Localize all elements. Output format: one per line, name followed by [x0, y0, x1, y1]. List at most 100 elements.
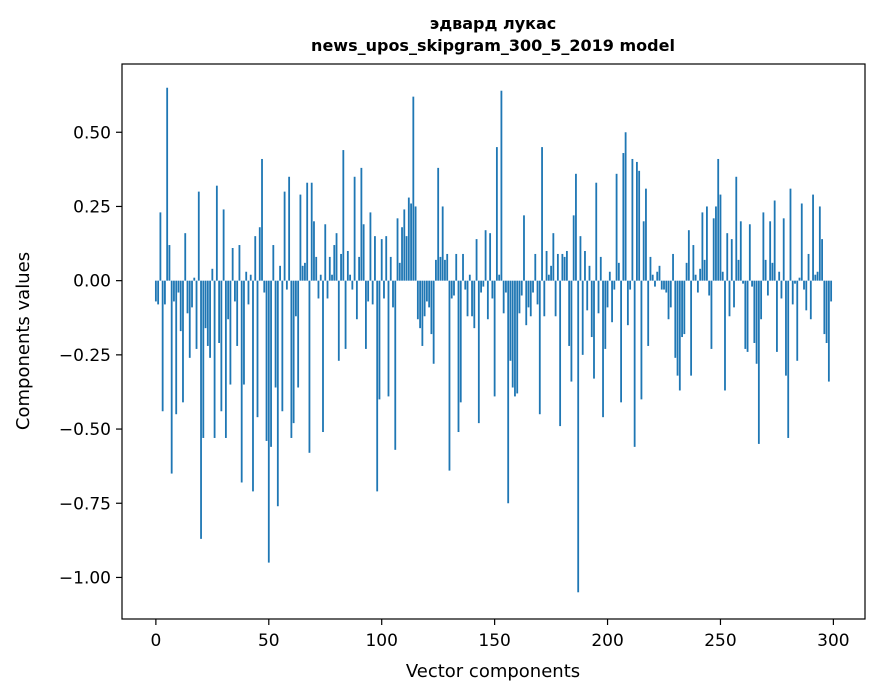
- bar-249: [717, 158, 720, 281]
- bar-111: [405, 236, 408, 281]
- bar-267: [757, 280, 760, 444]
- bar-138: [466, 280, 469, 317]
- bar-211: [631, 158, 634, 281]
- bar-30: [222, 209, 225, 281]
- bar-31: [224, 280, 227, 438]
- x-tick-label: 300: [817, 631, 849, 651]
- bar-161: [518, 280, 521, 314]
- bar-264: [751, 280, 753, 287]
- bar-114: [412, 96, 415, 281]
- bar-275: [776, 280, 778, 352]
- bar-100: [380, 239, 383, 281]
- bar-72: [317, 280, 320, 299]
- bar-207: [622, 153, 625, 281]
- bar-13: [184, 233, 187, 281]
- bar-235: [685, 262, 688, 281]
- bar-80: [335, 233, 338, 281]
- bar-224: [660, 280, 663, 290]
- bar-251: [721, 271, 724, 281]
- bar-294: [818, 206, 821, 281]
- bar-270: [764, 259, 767, 281]
- bar-105: [392, 280, 394, 308]
- bar-11: [179, 280, 182, 332]
- bar-116: [416, 280, 419, 320]
- bar-190: [584, 250, 586, 281]
- bar-269: [762, 212, 765, 281]
- bar-43: [252, 280, 254, 492]
- bar-242: [701, 212, 704, 281]
- bar-44: [254, 236, 257, 281]
- bar-107: [396, 218, 399, 281]
- bar-237: [690, 280, 693, 376]
- bar-229: [672, 253, 674, 281]
- bar-90: [358, 256, 361, 281]
- bar-209: [626, 280, 629, 326]
- bar-144: [480, 280, 482, 293]
- bars-group: [154, 87, 833, 593]
- bar-57: [283, 191, 286, 281]
- bar-78: [331, 274, 333, 281]
- bar-93: [365, 280, 367, 349]
- bar-132: [453, 280, 455, 296]
- chart-title: эдвард лукас: [430, 14, 557, 33]
- bar-51: [270, 280, 272, 447]
- bar-273: [771, 262, 774, 281]
- bar-248: [715, 206, 717, 281]
- bar-271: [766, 280, 769, 296]
- bar-129: [446, 253, 449, 281]
- bar-68: [308, 280, 311, 453]
- bar-157: [509, 280, 512, 361]
- bar-124: [435, 259, 437, 281]
- bar-230: [674, 280, 677, 358]
- bar-133: [455, 253, 458, 281]
- bar-119: [423, 280, 426, 317]
- bar-203: [613, 280, 616, 290]
- bar-38: [240, 280, 243, 483]
- bar-185: [572, 215, 575, 281]
- bar-287: [803, 280, 805, 290]
- chart-subtitle: news_upos_skipgram_300_5_2019 model: [311, 36, 675, 55]
- bar-288: [805, 280, 808, 311]
- bar-154: [502, 280, 505, 314]
- bar-163: [523, 215, 525, 281]
- bar-45: [256, 280, 259, 418]
- bar-281: [789, 188, 792, 281]
- bar-215: [640, 280, 643, 400]
- bar-189: [581, 280, 584, 355]
- plot-frame: [121, 63, 866, 620]
- bar-136: [462, 253, 464, 281]
- bar-128: [444, 259, 446, 281]
- bar-84: [344, 280, 347, 349]
- bar-169: [536, 280, 539, 305]
- bar-46: [258, 227, 261, 281]
- bar-225: [663, 280, 665, 290]
- bar-145: [482, 280, 485, 287]
- bar-159: [514, 280, 516, 397]
- bar-34: [231, 248, 234, 281]
- bar-20: [200, 280, 202, 539]
- bar-174: [547, 274, 550, 281]
- bar-35: [234, 280, 236, 302]
- bar-171: [541, 147, 543, 281]
- bar-148: [489, 233, 492, 281]
- bar-175: [550, 265, 552, 281]
- bar-152: [498, 274, 501, 281]
- bar-127: [441, 206, 444, 281]
- bar-216: [642, 221, 645, 281]
- bar-0: [154, 280, 157, 302]
- bar-274: [773, 200, 776, 281]
- bar-179: [559, 280, 562, 427]
- bar-155: [505, 280, 507, 293]
- bar-66: [304, 262, 306, 281]
- bar-47: [261, 158, 263, 281]
- bar-186: [575, 173, 577, 281]
- bar-234: [683, 280, 686, 335]
- bar-258: [737, 259, 740, 281]
- bar-141: [473, 280, 476, 329]
- bar-228: [669, 280, 672, 308]
- x-tick-label: 0: [150, 631, 161, 651]
- bar-280: [787, 280, 790, 438]
- bar-3: [161, 280, 164, 412]
- bar-98: [376, 280, 379, 492]
- bar-256: [733, 280, 735, 308]
